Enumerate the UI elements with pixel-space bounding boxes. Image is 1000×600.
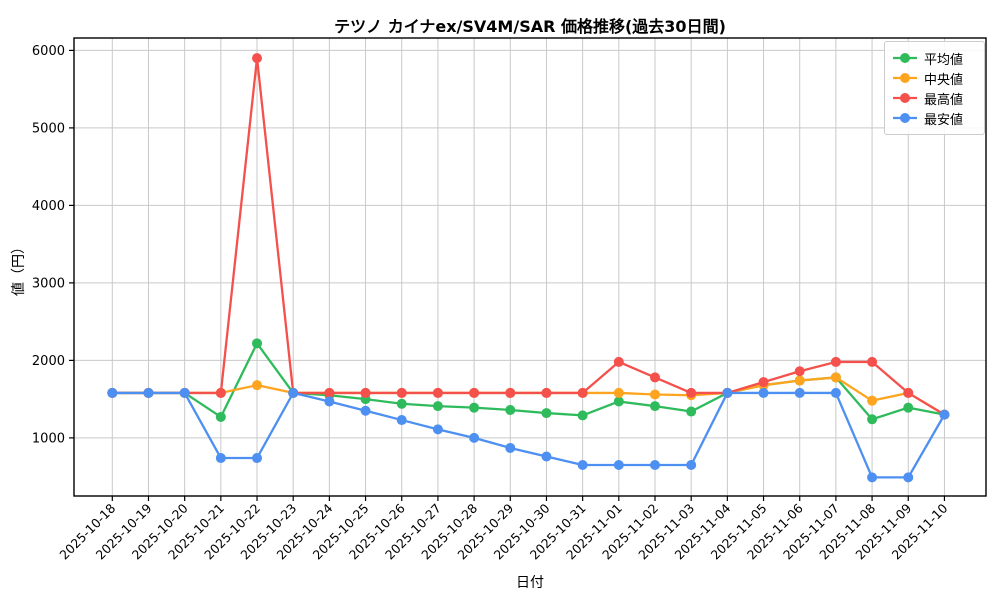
- data-point: [867, 356, 878, 367]
- legend-swatch: [893, 113, 917, 123]
- data-point: [830, 356, 841, 367]
- data-point: [143, 387, 154, 398]
- data-point: [577, 387, 588, 398]
- data-point: [288, 387, 299, 398]
- y-tick-label: 6000: [32, 44, 65, 59]
- legend: 平均値中央値最高値最安値: [884, 41, 985, 135]
- legend-item: 平均値: [892, 48, 976, 68]
- data-point: [758, 387, 769, 398]
- series-line-2: [111, 56, 946, 416]
- data-point: [505, 442, 516, 453]
- data-point: [541, 451, 552, 462]
- legend-swatch: [893, 73, 917, 83]
- data-point: [830, 372, 841, 383]
- y-tick-label: 5000: [32, 121, 65, 136]
- data-point: [867, 472, 878, 483]
- data-point: [650, 401, 660, 412]
- data-point: [867, 395, 878, 406]
- legend-label: 中央値: [924, 72, 964, 88]
- series-line-3: [111, 391, 946, 479]
- data-point: [577, 460, 588, 471]
- legend-item: 最高値: [892, 88, 976, 108]
- legend-item: 中央値: [892, 68, 976, 88]
- data-point: [469, 402, 480, 413]
- legend-label: 最安値: [924, 112, 964, 128]
- data-point: [686, 406, 697, 417]
- data-point: [577, 410, 588, 421]
- y-tick-label: 3000: [32, 276, 65, 291]
- legend-item: 最安値: [892, 108, 976, 128]
- x-axis-label: 日付: [516, 575, 544, 591]
- data-point: [903, 472, 914, 483]
- data-point: [939, 409, 950, 420]
- y-tick-label: 1000: [32, 431, 65, 446]
- data-point: [432, 424, 443, 435]
- data-point: [252, 380, 263, 391]
- data-point: [396, 398, 407, 409]
- data-point: [613, 356, 624, 367]
- legend-label: 最高値: [924, 92, 964, 108]
- legend-marker: [900, 93, 910, 103]
- data-point: [324, 396, 335, 407]
- series-line-0: [111, 342, 946, 421]
- legend-swatch: [893, 53, 917, 63]
- data-point: [794, 387, 805, 398]
- data-point: [505, 387, 516, 398]
- legend-marker: [900, 73, 910, 83]
- data-point: [179, 387, 190, 398]
- data-point: [360, 405, 371, 416]
- y-tick-label: 4000: [32, 199, 65, 214]
- data-point: [794, 375, 805, 386]
- data-point: [252, 53, 263, 64]
- data-point: [215, 411, 226, 422]
- chart-title: テツノ カイナex/SV4M/SAR 価格推移(過去30日間): [334, 17, 726, 36]
- data-point: [432, 401, 443, 412]
- data-point: [650, 460, 660, 471]
- data-point: [252, 453, 263, 464]
- data-point: [650, 389, 660, 400]
- data-point: [215, 453, 226, 464]
- data-point: [686, 460, 697, 471]
- data-point: [722, 387, 733, 398]
- y-tick-label: 2000: [32, 354, 65, 369]
- data-point: [650, 372, 660, 383]
- data-point: [469, 432, 480, 443]
- data-point: [613, 387, 624, 398]
- data-point: [541, 408, 552, 419]
- data-point: [107, 387, 118, 398]
- data-point: [360, 387, 371, 398]
- data-point: [541, 387, 552, 398]
- data-point: [686, 387, 697, 398]
- legend-marker: [900, 53, 910, 63]
- data-point: [758, 377, 769, 388]
- legend-label: 平均値: [924, 52, 964, 68]
- data-point: [903, 402, 914, 413]
- data-point: [396, 415, 407, 426]
- y-axis-label: 値（円）: [11, 240, 27, 296]
- data-point: [903, 387, 914, 398]
- data-point: [324, 387, 335, 398]
- data-point: [794, 366, 805, 377]
- data-point: [396, 387, 407, 398]
- data-point: [215, 387, 226, 398]
- data-point: [469, 387, 480, 398]
- data-point: [613, 396, 624, 407]
- plot-border: [73, 37, 987, 497]
- data-point: [867, 414, 878, 425]
- legend-marker: [900, 113, 910, 123]
- data-point: [505, 404, 516, 415]
- data-point: [252, 338, 263, 349]
- data-point: [613, 460, 624, 471]
- legend-swatch: [893, 93, 917, 103]
- data-point: [432, 387, 443, 398]
- data-point: [830, 387, 841, 398]
